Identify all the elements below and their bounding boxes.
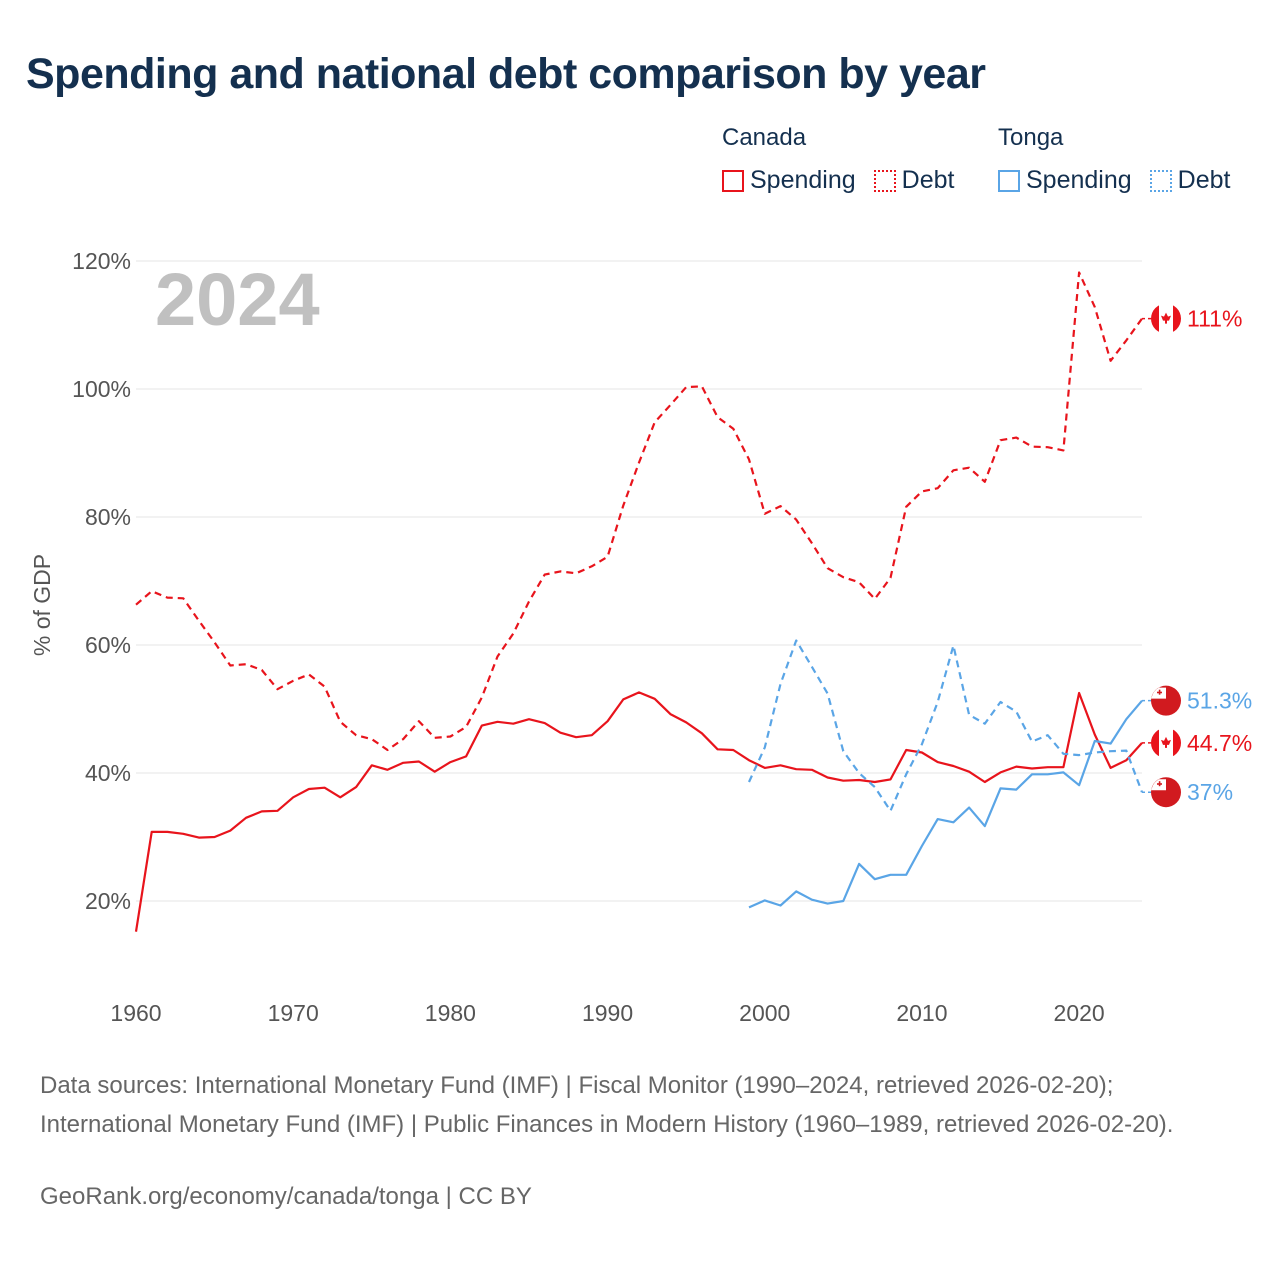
legend-swatch-solid-icon: [722, 169, 744, 192]
footer-sources: Data sources: International Monetary Fun…: [40, 1072, 1174, 1138]
legend-item-tonga-debt[interactable]: Debt: [1149, 166, 1231, 195]
y-tick-label: 40%: [85, 760, 131, 786]
legend-group-tonga: Tonga Spending Debt: [998, 124, 1230, 195]
legend-item-canada-debt[interactable]: Debt: [873, 166, 955, 195]
y-tick-label: 60%: [85, 632, 131, 658]
legend-item-tonga-spending[interactable]: Spending: [998, 166, 1132, 195]
year-label: 2024: [155, 258, 320, 341]
legend-label: Spending: [1026, 166, 1132, 194]
y-tick-label: 120%: [72, 248, 131, 274]
x-tick-label: 2000: [739, 1000, 790, 1026]
y-axis-label: % of GDP: [29, 554, 55, 656]
legend-item-canada-spending[interactable]: Spending: [722, 166, 856, 195]
y-tick-label: 100%: [72, 376, 131, 402]
x-tick-label: 2010: [896, 1000, 947, 1026]
x-tick-label: 1960: [110, 1000, 161, 1026]
series-line-canada-debt: [135, 271, 1143, 752]
end-value-label: 111%: [1187, 306, 1242, 332]
flag-tonga-icon: [1151, 685, 1181, 716]
legend-swatch-dotted-icon: [873, 169, 896, 192]
legend-label: Debt: [901, 166, 955, 194]
flag-canada-icon: [1151, 727, 1181, 758]
end-value-label: 37%: [1187, 779, 1233, 805]
footer-url: GeoRank.org/economy/canada/tonga | CC BY: [40, 1183, 532, 1210]
series-line-tonga-spending: [748, 699, 1143, 909]
legend-label: Spending: [750, 166, 856, 194]
end-value-label: 44.7%: [1187, 730, 1252, 756]
legend-swatch-solid-icon: [998, 169, 1020, 192]
flag-canada-icon: [1151, 303, 1181, 334]
y-tick-label: 20%: [85, 888, 131, 914]
chart-title: Spending and national debt comparison by…: [26, 50, 986, 98]
flag-tonga-icon: [1151, 777, 1181, 808]
series-line-tonga-debt: [747, 639, 1144, 812]
legend-label: Debt: [1177, 166, 1231, 194]
end-value-label: 51.3%: [1187, 688, 1252, 714]
x-tick-label: 1980: [425, 1000, 476, 1026]
y-tick-label: 80%: [85, 504, 131, 530]
x-tick-label: 1970: [268, 1000, 319, 1026]
series-line-canada-spending: [134, 691, 1143, 932]
legend-country-tonga: Tonga: [998, 124, 1064, 151]
legend-country-canada: Canada: [722, 124, 807, 151]
x-tick-label: 1990: [582, 1000, 633, 1026]
legend-swatch-dotted-icon: [1149, 169, 1172, 192]
line-chart: 20% 40% 60% 80% 100% 120% 1960 1970 1980 1990 2000…: [29, 248, 1252, 1026]
x-tick-label: 2020: [1054, 1000, 1105, 1026]
legend-group-canada: Canada Spending Debt: [722, 124, 972, 195]
